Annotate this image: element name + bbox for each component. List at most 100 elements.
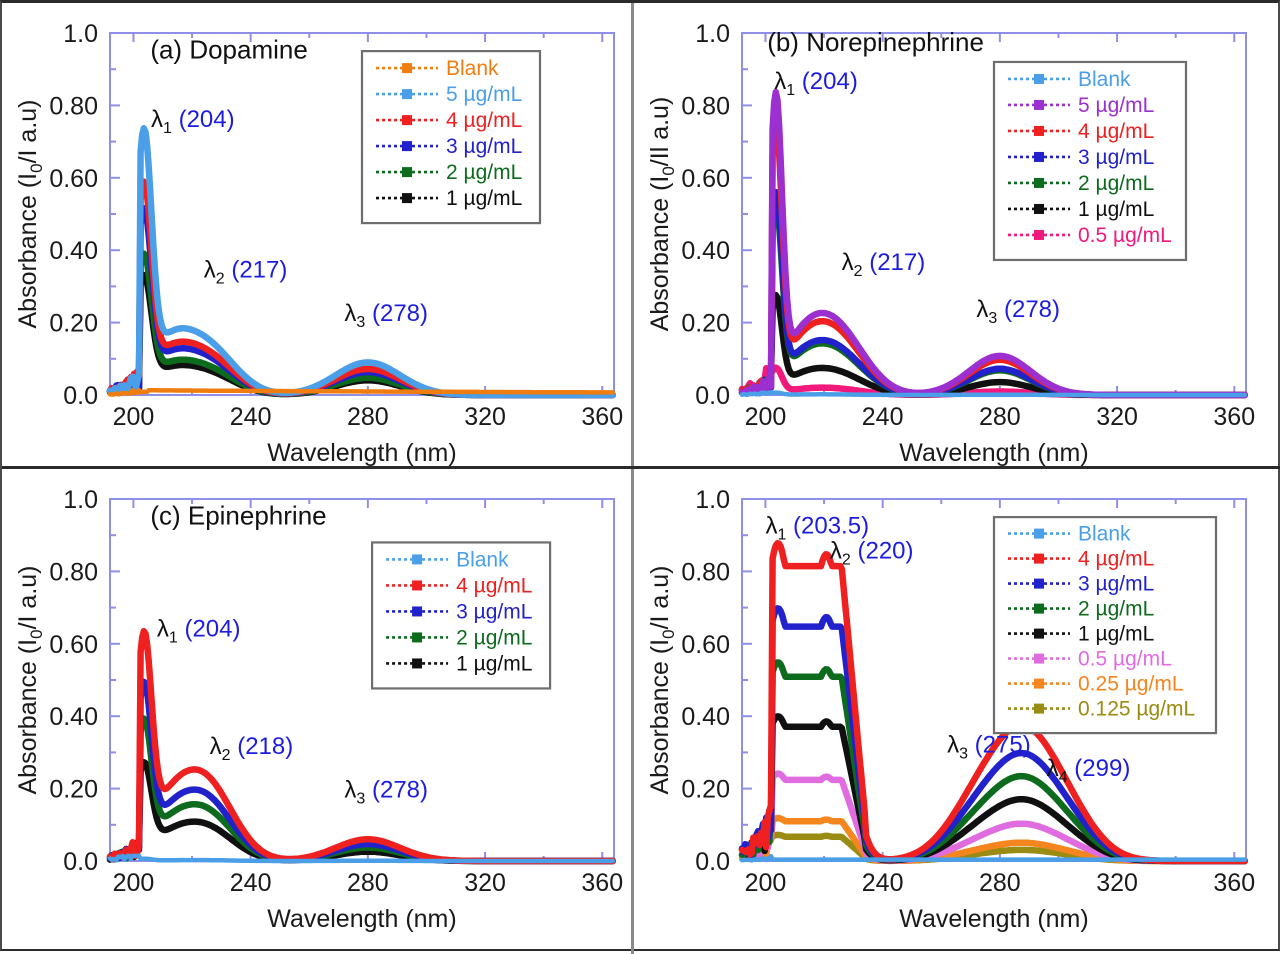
legend-marker <box>1034 678 1044 689</box>
legend-marker <box>402 141 412 152</box>
x-axis-title: Wavelength (nm) <box>899 439 1088 466</box>
y-tick-label: 0.60 <box>681 165 730 193</box>
y-axis-title: Absorbance (I0/Il a.u) <box>646 97 678 332</box>
x-tick-label: 280 <box>347 869 389 897</box>
x-tick-label: 280 <box>979 869 1021 897</box>
lambda-annotation: λ2 (218) <box>210 733 294 764</box>
legend-box <box>992 515 1218 735</box>
panel-b-norepinephrine: 200 240 280 320 360 1.0 0.80 0.60 0.40 0.20 0.0 Wav… <box>634 3 1263 466</box>
legend-label: 1 µg/mL <box>1078 623 1154 646</box>
vertical-divider <box>631 3 634 954</box>
legend-label: 1 µg/mL <box>456 652 532 675</box>
legend-label: 4 µg/mL <box>1078 548 1154 571</box>
legend-label: 0.5 µg/mL <box>1078 224 1172 247</box>
y-axis-title: Absorbance (I0/I a.u) <box>646 565 678 794</box>
y-tick-label: 0.0 <box>63 848 98 876</box>
legend-label: 5 µg/mL <box>1078 94 1154 117</box>
legend: Blank 5 µg/mL 4 µg/mL 3 µg/mL 2 µg/mL 1 µg/mL… <box>992 60 1188 262</box>
legend-marker <box>1034 528 1044 539</box>
y-tick-label: 0.40 <box>49 237 98 265</box>
x-tick-label: 280 <box>347 403 389 431</box>
y-tick-label: 0.40 <box>681 237 730 265</box>
lambda-annotation: λ1 (204) <box>157 616 241 647</box>
x-tick-label: 240 <box>230 869 272 897</box>
legend-label: 2 µg/mL <box>1078 172 1154 195</box>
legend: Blank 4 µg/mL 3 µg/mL 2 µg/mL 1 µg/mL <box>370 541 552 690</box>
y-tick-label: 0.20 <box>681 310 730 338</box>
x-axis-title: Wavelength (nm) <box>899 905 1088 932</box>
y-tick-label: 0.0 <box>63 382 98 410</box>
legend-marker <box>1034 229 1044 240</box>
panel-c-epinephrine: 200 240 280 320 360 1.0 0.80 0.60 0.40 0.20 0.0 Wav… <box>2 469 631 932</box>
legend-label: 2 µg/mL <box>1078 598 1154 621</box>
spectrum-curve <box>106 125 617 399</box>
legend-label: Blank <box>1078 523 1131 546</box>
panel-title: (b) Norepinephrine <box>767 27 984 57</box>
y-tick-label: 0.20 <box>49 776 98 804</box>
legend-label: 1 µg/mL <box>1078 198 1154 221</box>
legend-label: 3 µg/mL <box>446 135 522 158</box>
legend-marker <box>412 658 423 669</box>
legend-marker <box>412 554 423 565</box>
horizontal-divider <box>2 466 1280 469</box>
y-axis-title: Absorbance (I0/I a.u) <box>14 565 46 794</box>
legend-label: 4 µg/mL <box>456 574 532 597</box>
lambda-annotation: λ2 (217) <box>842 249 926 280</box>
legend-box <box>370 541 552 690</box>
y-tick-label: 0.60 <box>49 631 98 659</box>
spectrum-curve <box>739 853 1248 863</box>
x-axis-title: Wavelength (nm) <box>267 905 456 932</box>
legend-marker <box>1034 628 1044 639</box>
x-tick-label: 200 <box>113 869 155 897</box>
legend-marker <box>1034 151 1044 162</box>
legend-label: Blank <box>1078 68 1131 91</box>
spectrum-curve <box>107 387 616 397</box>
legend-label: 4 µg/mL <box>1078 120 1154 143</box>
plot-b: 200 240 280 320 360 1.0 0.80 0.60 0.40 0.20 0.0 Wav… <box>646 20 1255 466</box>
legend-label: 3 µg/mL <box>1078 573 1154 596</box>
legend-label: 0.125 µg/mL <box>1078 698 1195 721</box>
x-tick-label: 360 <box>581 403 623 431</box>
panel-a-dopamine: 200 240 280 320 360 1.0 0.80 0.60 0.40 0.20 0.0 Wav… <box>2 3 631 466</box>
x-tick-label: 320 <box>1096 869 1138 897</box>
y-axis-title: Absorbance (I0/I a.u) <box>14 99 46 328</box>
plot-d: 200 240 280 320 360 1.0 0.80 0.60 0.40 0.20 0.0 Wav… <box>646 486 1255 932</box>
x-tick-label: 360 <box>581 869 623 897</box>
y-tick-label: 0.40 <box>49 703 98 731</box>
x-tick-label: 280 <box>979 403 1021 431</box>
legend-box <box>992 60 1188 262</box>
y-tick-label: 0.20 <box>49 310 98 338</box>
plot-c: 200 240 280 320 360 1.0 0.80 0.60 0.40 0.20 0.0 Wav… <box>14 486 623 932</box>
legend-marker <box>402 89 412 100</box>
x-tick-label: 320 <box>464 403 506 431</box>
legend-marker <box>412 580 423 591</box>
y-tick-label: 0.80 <box>681 558 730 586</box>
y-tick-label: 1.0 <box>63 20 98 48</box>
y-tick-label: 0.80 <box>49 92 98 120</box>
lambda-annotation: λ1 (204) <box>151 106 235 137</box>
panel-title: (c) Epinephrine <box>150 500 326 530</box>
panel-title: (a) Dopamine <box>150 34 308 64</box>
y-tick-label: 0.0 <box>695 848 730 876</box>
x-tick-label: 240 <box>230 403 272 431</box>
legend: Blank 5 µg/mL 4 µg/mL 3 µg/mL 2 µg/mL 1 µg/mL <box>360 49 542 225</box>
legend-label: Blank <box>456 548 509 571</box>
legend-box <box>360 49 542 225</box>
lambda-annotation: λ3 (278) <box>976 296 1060 327</box>
x-tick-label: 360 <box>1213 869 1255 897</box>
panel-d-serotonin: 200 240 280 320 360 1.0 0.80 0.60 0.40 0.20 0.0 Wav… <box>634 469 1263 932</box>
lambda-annotation: λ4 (299) <box>1047 755 1131 786</box>
spectrum-curve <box>739 390 1248 398</box>
x-tick-label: 360 <box>1213 403 1255 431</box>
y-tick-label: 0.60 <box>49 165 98 193</box>
legend-marker <box>1034 578 1044 589</box>
lambda-annotation: λ1 (203.5) <box>765 512 869 543</box>
x-tick-label: 240 <box>862 403 904 431</box>
legend-marker <box>1034 99 1044 110</box>
x-tick-label: 320 <box>1096 403 1138 431</box>
legend-marker <box>402 63 412 74</box>
legend-label: Blank <box>446 57 499 80</box>
legend-marker <box>1034 203 1044 214</box>
x-tick-label: 200 <box>745 869 787 897</box>
